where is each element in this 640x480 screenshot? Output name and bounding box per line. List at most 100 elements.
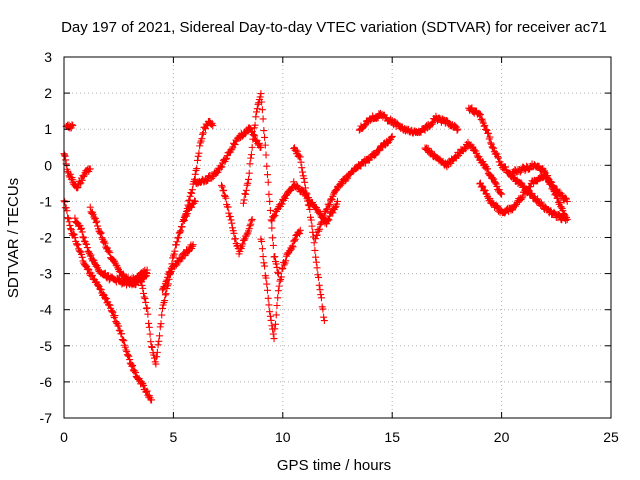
data-point [312,258,320,266]
data-point [97,286,105,294]
series-arc-c [62,121,77,132]
data-point [194,152,202,160]
chart-title: Day 197 of 2021, Sidereal Day-to-day VTE… [61,19,607,36]
data-point [105,247,113,255]
data-point [366,116,374,124]
data-point [248,127,256,135]
data-point [267,316,275,324]
data-point [102,294,110,302]
data-point [554,194,562,202]
data-point [138,272,146,280]
data-point [249,135,257,143]
data-point [78,176,86,184]
data-point [71,214,79,222]
data-point [65,218,73,226]
data-point [274,268,282,276]
y-tick-label: -6 [40,374,53,390]
data-point [273,263,281,271]
data-point [185,196,193,204]
data-point [94,282,102,290]
x-tick-label: 15 [384,429,400,445]
data-point [266,312,274,320]
data-point [320,212,328,220]
data-point [479,158,487,166]
data-point [297,158,305,166]
data-point [171,247,179,255]
data-point [218,181,226,189]
data-point [101,270,109,278]
data-point [152,360,160,368]
data-point [362,159,370,167]
data-point [261,262,269,270]
data-point [307,216,315,224]
data-point [69,122,77,130]
data-point [226,213,234,221]
data-point [315,273,323,281]
data-point [64,215,72,223]
y-tick-label: -7 [40,410,53,426]
data-point [498,190,506,198]
y-tick-label: -3 [40,266,53,282]
data-point [73,241,81,249]
data-point [148,343,156,351]
data-point [562,194,570,202]
data-point [556,199,564,207]
data-point [188,203,196,211]
data-point [218,163,226,171]
data-point [300,174,308,182]
data-point [161,283,169,291]
data-point [266,197,274,205]
data-point [255,99,263,107]
data-point [173,238,181,246]
series-arc-k [218,181,256,258]
data-point [271,212,279,220]
data-point [302,189,310,197]
data-point [248,215,256,223]
data-point [239,199,247,207]
data-point [244,179,252,187]
data-point [74,240,82,248]
data-point [329,209,337,217]
data-point [563,215,571,223]
data-point [384,139,392,147]
data-point [273,301,281,309]
data-point [272,311,280,319]
series-arc-h [158,241,197,294]
data-point [164,273,172,281]
data-point [225,209,233,217]
y-tick-label: 1 [44,121,52,137]
data-point [451,153,459,161]
data-point [66,221,74,229]
data-point [247,217,255,225]
data-point [272,260,280,268]
data-point [221,192,229,200]
data-point [63,207,71,215]
data-point [540,168,548,176]
data-point [120,337,128,345]
data-point [78,228,86,236]
data-point [143,304,151,312]
data-point [218,183,226,191]
series-arc-o [290,144,328,325]
data-point [266,308,274,316]
data-point [137,278,145,286]
data-point [247,151,255,159]
data-point [263,280,271,288]
data-point [177,255,185,263]
data-point [293,147,301,155]
data-point [427,148,435,156]
data-point [311,246,319,254]
data-point [290,237,298,245]
data-point [254,100,262,108]
data-point [153,348,161,356]
data-point [84,265,92,273]
data-point [289,243,297,251]
data-point [140,293,148,301]
data-point [263,286,271,294]
data-point [108,308,116,316]
data-point [183,204,191,212]
data-point [148,343,156,351]
data-point [301,184,309,192]
data-point [259,253,267,261]
data-point [153,353,161,361]
